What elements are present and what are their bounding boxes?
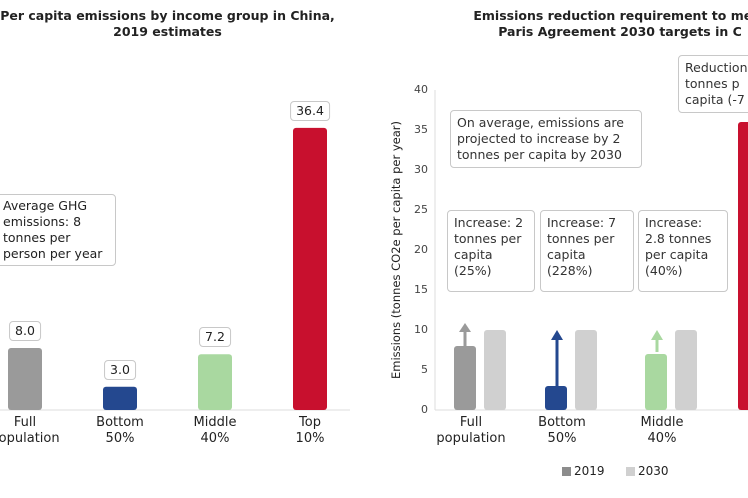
- y-tick-label: 20: [414, 243, 428, 256]
- annotation: On average, emissions are projected to i…: [450, 110, 642, 168]
- value-label: 3.0: [104, 359, 136, 380]
- bar: [675, 330, 697, 410]
- bar: [8, 348, 42, 410]
- chart-title: Per capita emissions by income group in …: [0, 8, 335, 39]
- arrows: [459, 323, 663, 386]
- annotation: Increase: 7 tonnes per capita (228%): [540, 210, 634, 292]
- x-tick-label: Full population: [436, 415, 506, 446]
- bar: [103, 386, 137, 410]
- value-label: 8.0: [9, 321, 41, 341]
- bar: [545, 386, 567, 410]
- arrow-head: [459, 323, 471, 332]
- legend-label: 2030: [638, 464, 669, 478]
- arrow-head: [651, 330, 663, 340]
- arrow-head: [551, 330, 563, 340]
- y-tick-label: 0: [421, 403, 428, 416]
- bar: [484, 330, 506, 410]
- x-tick-label: Bottom 50%: [96, 415, 144, 446]
- y-tick-label: 35: [414, 123, 428, 136]
- bar: [738, 122, 748, 410]
- y-tick-label: 10: [414, 323, 428, 336]
- y-axis-label: Emissions (tonnes CO2e per capita per ye…: [389, 120, 403, 380]
- y-tick-label: 40: [414, 83, 428, 96]
- bar: [575, 330, 597, 410]
- x-tick-label: Middle 40%: [640, 415, 684, 446]
- x-tick-label: Middle 40%: [193, 415, 237, 446]
- bar: [645, 354, 667, 410]
- y-tick-label: 30: [414, 163, 428, 176]
- value-label: 36.4: [290, 100, 330, 121]
- value-label: 7.2: [199, 327, 231, 348]
- x-tick-label: Top 10%: [295, 415, 325, 446]
- bar: [293, 127, 327, 411]
- y-tick-label: 25: [414, 203, 428, 216]
- y-tick-label: 15: [414, 283, 428, 296]
- annotation: Average GHG emissions: 8 tonnes per pers…: [0, 194, 116, 266]
- chart-title: Emissions reduction requirement to meet …: [473, 8, 748, 39]
- annotation: Reduction tonnes p capita (-7: [678, 55, 748, 113]
- bar: [198, 354, 232, 410]
- annotation: Increase: 2.8 tonnes per capita (40%): [638, 210, 728, 292]
- annotation: Increase: 2 tonnes per capita (25%): [447, 210, 535, 292]
- legend-swatch: [626, 467, 635, 476]
- bar: [454, 346, 476, 410]
- legend-label: 2019: [574, 464, 605, 478]
- x-tick-label: Bottom 50%: [538, 415, 586, 446]
- legend-swatch: [562, 467, 571, 476]
- x-tick-label: Full population: [0, 415, 60, 446]
- y-tick-label: 5: [421, 363, 428, 376]
